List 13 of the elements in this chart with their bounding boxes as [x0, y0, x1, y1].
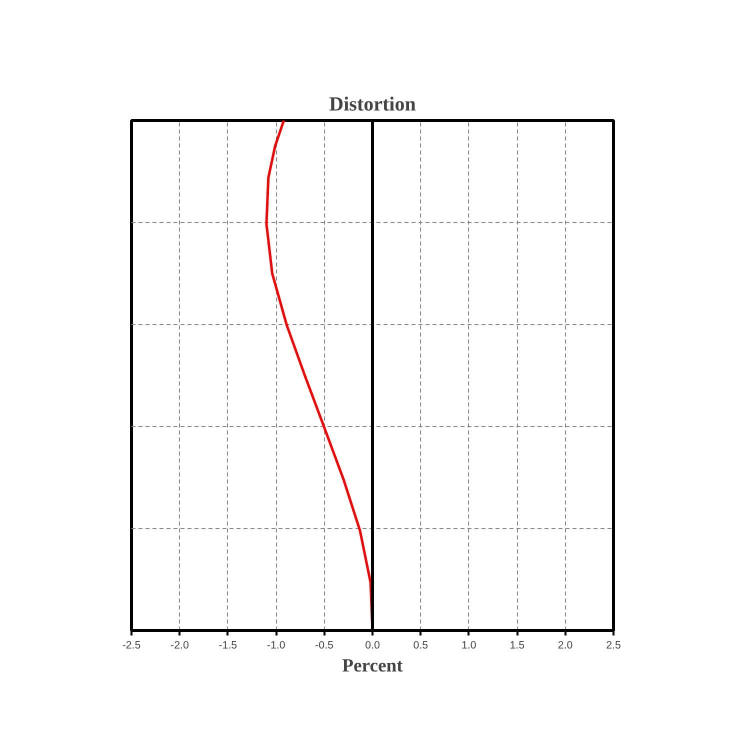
x-tick-label: -2.5 — [122, 640, 141, 652]
x-tick-label: -0.5 — [315, 640, 334, 652]
x-tick-label: -2.0 — [170, 640, 189, 652]
x-tick-label: 0.5 — [413, 640, 428, 652]
x-tick-label: 2.0 — [558, 640, 573, 652]
chart-title: Distortion — [329, 94, 416, 116]
x-tick-label: 1.0 — [461, 640, 476, 652]
x-tick-label: -1.0 — [266, 640, 286, 652]
x-tick-label: 1.5 — [510, 640, 525, 652]
x-tick-label: 0.0 — [365, 640, 380, 652]
x-tick-label: 2.5 — [606, 640, 621, 652]
x-tick-label: -1.5 — [218, 640, 238, 652]
x-axis-title: Percent — [342, 656, 404, 676]
